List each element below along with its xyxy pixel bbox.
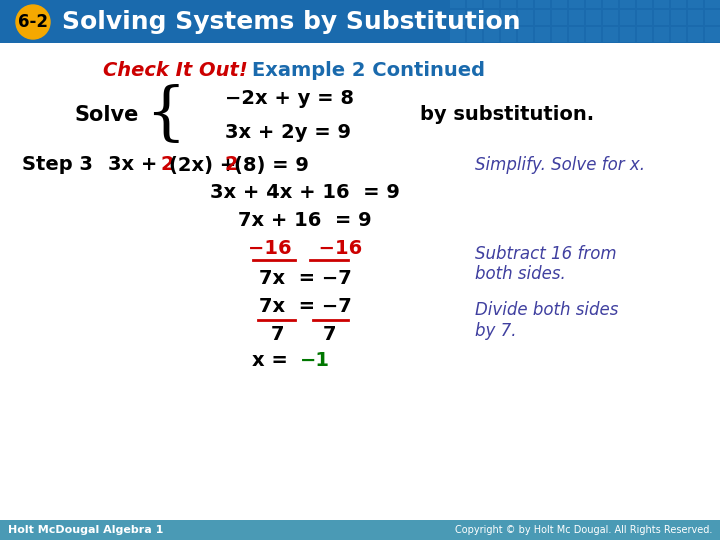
Text: Check It Out!: Check It Out! bbox=[103, 60, 248, 79]
Bar bbox=[501, 27, 516, 42]
Text: 7x  = −7: 7x = −7 bbox=[258, 269, 351, 288]
Bar bbox=[654, 27, 669, 42]
Text: (8) = 9: (8) = 9 bbox=[234, 156, 309, 174]
Bar bbox=[688, 27, 703, 42]
Bar bbox=[467, 10, 482, 25]
Text: 3x + 4x + 16  = 9: 3x + 4x + 16 = 9 bbox=[210, 184, 400, 202]
Text: 2: 2 bbox=[160, 156, 174, 174]
Text: 3x + 2y = 9: 3x + 2y = 9 bbox=[225, 123, 351, 141]
Bar bbox=[620, 0, 635, 8]
Bar bbox=[586, 0, 601, 8]
Bar bbox=[705, 10, 720, 25]
Bar bbox=[620, 10, 635, 25]
Text: Holt McDougal Algebra 1: Holt McDougal Algebra 1 bbox=[8, 525, 163, 535]
Text: −1: −1 bbox=[300, 350, 330, 369]
Bar bbox=[518, 27, 533, 42]
Bar bbox=[637, 27, 652, 42]
Text: 7: 7 bbox=[270, 325, 284, 343]
Bar bbox=[671, 10, 686, 25]
Bar bbox=[552, 10, 567, 25]
Bar bbox=[518, 0, 533, 8]
Bar bbox=[671, 27, 686, 42]
Text: {: { bbox=[145, 84, 185, 146]
Bar bbox=[603, 27, 618, 42]
Text: −16    −16: −16 −16 bbox=[248, 240, 362, 259]
Text: Subtract 16 from
both sides.: Subtract 16 from both sides. bbox=[475, 245, 616, 284]
Bar bbox=[467, 27, 482, 42]
Bar bbox=[586, 10, 601, 25]
Bar bbox=[484, 0, 499, 8]
Bar bbox=[688, 0, 703, 8]
Text: 2: 2 bbox=[225, 156, 238, 174]
Text: Solve: Solve bbox=[75, 105, 140, 125]
Text: 7x  = −7: 7x = −7 bbox=[258, 298, 351, 316]
Bar bbox=[705, 27, 720, 42]
Bar bbox=[450, 10, 465, 25]
Bar bbox=[569, 0, 584, 8]
FancyBboxPatch shape bbox=[0, 520, 720, 540]
Text: Copyright © by Holt Mc Dougal. All Rights Reserved.: Copyright © by Holt Mc Dougal. All Right… bbox=[454, 525, 712, 535]
Bar bbox=[450, 0, 465, 8]
Bar bbox=[535, 10, 550, 25]
Bar bbox=[586, 27, 601, 42]
Bar bbox=[501, 0, 516, 8]
Bar bbox=[569, 10, 584, 25]
Text: (2x) +: (2x) + bbox=[169, 156, 243, 174]
Bar bbox=[467, 0, 482, 8]
Text: by substitution.: by substitution. bbox=[420, 105, 594, 125]
Bar bbox=[552, 0, 567, 8]
Bar bbox=[450, 27, 465, 42]
Bar bbox=[569, 27, 584, 42]
Text: x =: x = bbox=[253, 350, 295, 369]
Bar bbox=[518, 10, 533, 25]
Bar bbox=[603, 0, 618, 8]
Bar bbox=[637, 0, 652, 8]
Bar bbox=[654, 0, 669, 8]
Bar bbox=[688, 10, 703, 25]
FancyBboxPatch shape bbox=[0, 0, 720, 43]
Bar bbox=[501, 10, 516, 25]
Text: 7: 7 bbox=[323, 325, 337, 343]
Text: 3x +: 3x + bbox=[108, 156, 164, 174]
Circle shape bbox=[16, 5, 50, 39]
Text: Solving Systems by Substitution: Solving Systems by Substitution bbox=[62, 10, 521, 34]
Text: Simplify. Solve for x.: Simplify. Solve for x. bbox=[475, 156, 645, 174]
Bar bbox=[535, 27, 550, 42]
Bar bbox=[620, 27, 635, 42]
Text: 7x + 16  = 9: 7x + 16 = 9 bbox=[238, 212, 372, 231]
Bar bbox=[671, 0, 686, 8]
Text: −2x + y = 8: −2x + y = 8 bbox=[225, 89, 354, 107]
Bar bbox=[535, 0, 550, 8]
Text: 6-2: 6-2 bbox=[18, 13, 48, 31]
Bar bbox=[654, 10, 669, 25]
Text: Example 2 Continued: Example 2 Continued bbox=[252, 60, 485, 79]
Bar bbox=[603, 10, 618, 25]
Bar bbox=[637, 10, 652, 25]
Bar bbox=[705, 0, 720, 8]
Text: Divide both sides
by 7.: Divide both sides by 7. bbox=[475, 301, 618, 340]
Bar bbox=[552, 27, 567, 42]
Bar bbox=[484, 27, 499, 42]
Bar bbox=[484, 10, 499, 25]
Text: Step 3: Step 3 bbox=[22, 156, 93, 174]
